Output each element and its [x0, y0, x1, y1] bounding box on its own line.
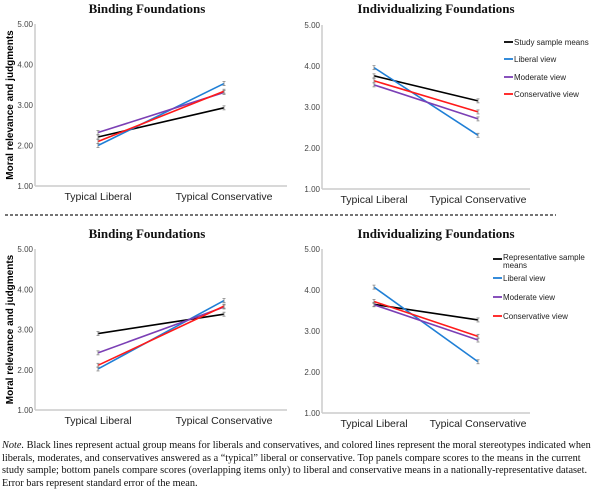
- y-tick-label: 5.00: [304, 21, 320, 30]
- chart-title: Binding Foundations: [89, 226, 206, 241]
- series-line: [97, 306, 225, 354]
- y-tick-label: 4.00: [17, 285, 33, 294]
- y-tick-label: 5.00: [304, 245, 320, 254]
- y-tick-label: 5.00: [17, 245, 33, 254]
- y-tick-label: 4.00: [17, 61, 33, 70]
- figure: Binding Foundations 1.00 2.00 3.00 4.00 5.00 T…: [5, 1, 589, 430]
- x-tick-label: Typical Liberal: [340, 418, 407, 430]
- series-line: [373, 304, 479, 341]
- y-tick-label: 5.00: [17, 20, 33, 29]
- series-line: [97, 82, 225, 147]
- y-tick-label: 1.00: [304, 185, 320, 194]
- y-tick-label: 1.00: [304, 409, 320, 418]
- legend-label: Liberal view: [503, 274, 545, 283]
- y-tick-label: 2.00: [304, 368, 320, 377]
- series-line: [97, 299, 225, 370]
- legend-label-continued: means: [503, 261, 527, 270]
- series-line: [373, 84, 479, 120]
- y-tick-label: 1.00: [17, 182, 33, 191]
- y-tick-label: 3.00: [304, 103, 320, 112]
- y-tick-label: 1.00: [17, 406, 33, 415]
- series-line: [373, 79, 479, 113]
- x-tick-label: Typical Conservative: [176, 415, 273, 427]
- y-axis-label: Moral relevance and judgments: [5, 30, 16, 180]
- y-tick-label: 2.00: [304, 144, 320, 153]
- y-tick-label: 3.00: [304, 327, 320, 336]
- x-tick-label: Typical Conservative: [430, 418, 527, 430]
- series-line: [373, 286, 479, 363]
- chart-title: Individualizing Foundations: [357, 1, 514, 16]
- x-tick-label: Typical Liberal: [340, 194, 407, 206]
- series-line: [97, 313, 225, 335]
- note-label: Note.: [2, 440, 25, 451]
- legend-label: Study sample means: [514, 38, 589, 47]
- y-tick-label: 2.00: [17, 366, 33, 375]
- legend-label: Moderate view: [514, 73, 566, 82]
- series-line: [97, 107, 225, 138]
- x-tick-label: Typical Liberal: [64, 191, 131, 203]
- series-line: [373, 75, 479, 102]
- legend-label: Conservative view: [503, 312, 568, 321]
- y-tick-label: 3.00: [17, 101, 33, 110]
- x-tick-label: Typical Liberal: [64, 415, 131, 427]
- series-line: [97, 90, 225, 143]
- legend-label: Representative sample: [503, 253, 585, 262]
- y-tick-label: 4.00: [304, 62, 320, 71]
- chart-title: Binding Foundations: [89, 1, 206, 16]
- legend-label: Moderate view: [503, 293, 555, 302]
- x-tick-label: Typical Conservative: [430, 194, 527, 206]
- y-axis-label: Moral relevance and judgments: [5, 254, 16, 404]
- y-tick-label: 2.00: [17, 142, 33, 151]
- legend-label: Conservative view: [514, 90, 579, 99]
- y-tick-label: 3.00: [17, 326, 33, 335]
- chart-title: Individualizing Foundations: [357, 226, 514, 241]
- y-tick-label: 4.00: [304, 286, 320, 295]
- legend-label: Liberal view: [514, 55, 556, 64]
- figure-note: Note. Black lines represent actual group…: [2, 440, 600, 490]
- note-text: Black lines represent actual group means…: [2, 440, 591, 489]
- series-line: [373, 300, 479, 338]
- series-line: [97, 305, 225, 367]
- x-tick-label: Typical Conservative: [176, 191, 273, 203]
